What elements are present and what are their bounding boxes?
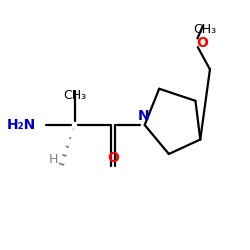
- Text: N: N: [138, 108, 149, 122]
- Text: O: O: [197, 36, 208, 50]
- Text: H₂N: H₂N: [7, 118, 36, 132]
- Text: H: H: [48, 153, 58, 166]
- Text: CH₃: CH₃: [194, 24, 217, 36]
- Text: CH₃: CH₃: [63, 89, 86, 102]
- Text: O: O: [107, 151, 119, 165]
